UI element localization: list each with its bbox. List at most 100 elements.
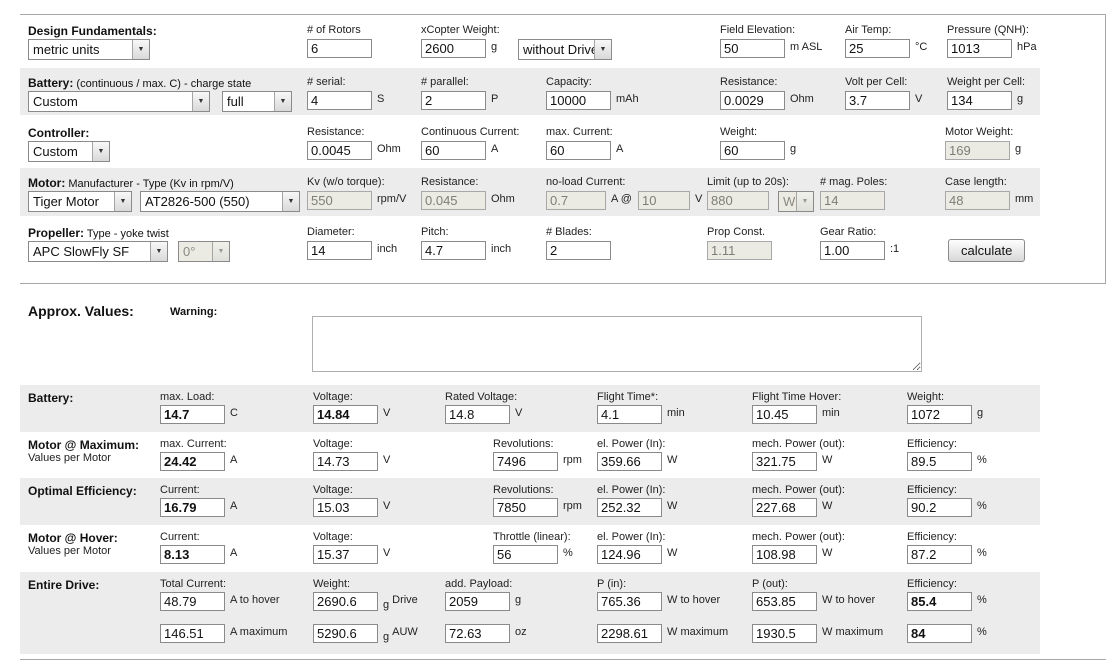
- motor-maximum-revolutions-value[interactable]: [493, 452, 558, 471]
- controller-weight-label: Weight:: [720, 126, 758, 138]
- calculate-button[interactable]: calculate: [948, 239, 1026, 262]
- controller-weight-input[interactable]: [720, 141, 785, 160]
- charge-state-select[interactable]: full ▼: [222, 91, 292, 112]
- motor-hover-el-power-in-value[interactable]: [597, 545, 662, 564]
- controller-max-current-unit: A: [616, 143, 624, 155]
- controller-max-current-input[interactable]: [546, 141, 611, 160]
- battery-resistance-input[interactable]: [720, 91, 785, 110]
- entire-drive-p-in-value-2[interactable]: [597, 624, 662, 643]
- motor-hover-el-power-in-label: el. Power (In):: [597, 531, 666, 543]
- right-divider: [1105, 14, 1106, 283]
- controller-title: Controller:: [28, 126, 89, 140]
- entire-drive-efficiency-value[interactable]: [907, 592, 972, 611]
- pressure-input[interactable]: [947, 39, 1012, 58]
- units-select[interactable]: metric units ▼: [28, 39, 150, 60]
- weight-per-cell-input[interactable]: [947, 91, 1012, 110]
- controller-resistance-input[interactable]: [307, 141, 372, 160]
- gear-ratio-input[interactable]: [820, 241, 885, 260]
- battery-result-voltage-value[interactable]: [313, 405, 378, 424]
- entire-drive-add-payload-label: add. Payload:: [445, 578, 513, 590]
- entire-drive-efficiency-value-2[interactable]: [907, 624, 972, 643]
- optimal-efficiency-voltage-value[interactable]: [313, 498, 378, 517]
- case-length-label: Case length:: [945, 176, 1007, 188]
- motor-manufacturer-select[interactable]: Tiger Motor ▼: [28, 191, 132, 212]
- drive-mode-select[interactable]: without Drive ▼: [518, 39, 612, 60]
- battery-result-max-load-value[interactable]: [160, 405, 225, 424]
- motor-kv-input: [307, 191, 372, 210]
- optimal-efficiency-efficiency-value[interactable]: [907, 498, 972, 517]
- entire-drive-total-current-value[interactable]: [160, 592, 225, 611]
- motor-type-select[interactable]: AT2826-500 (550) ▼: [140, 191, 300, 212]
- motor-limit-label: Limit (up to 20s):: [707, 176, 789, 188]
- entire-drive-p-out-value-2[interactable]: [752, 624, 817, 643]
- motor-hover-current-unit-text: A: [230, 547, 238, 559]
- controller-cont-current-input[interactable]: [421, 141, 486, 160]
- motor-hover-efficiency-value[interactable]: [907, 545, 972, 564]
- entire-drive-weight-unit: g Drive: [383, 594, 418, 611]
- air-temp-input[interactable]: [845, 39, 910, 58]
- entire-drive-add-payload-value-2[interactable]: [445, 624, 510, 643]
- motor-hover-title-text: Motor @ Hover:: [28, 531, 118, 545]
- optimal-efficiency-current-value[interactable]: [160, 498, 225, 517]
- limit-unit-select: W ▼: [778, 191, 814, 212]
- battery-result-max-load-unit: C: [230, 407, 238, 419]
- controller-select[interactable]: Custom ▼: [28, 141, 110, 162]
- entire-drive-p-out-value[interactable]: [752, 592, 817, 611]
- battery-type-select[interactable]: Custom ▼: [28, 91, 210, 112]
- entire-drive-p-out-unit-text-2: W maximum: [822, 626, 884, 638]
- optimal-efficiency-revolutions-value[interactable]: [493, 498, 558, 517]
- prop-pitch-input[interactable]: [421, 241, 486, 260]
- entire-drive-add-payload-value[interactable]: [445, 592, 510, 611]
- battery-parallel-input[interactable]: [421, 91, 486, 110]
- prop-blades-input[interactable]: [546, 241, 611, 260]
- motor-maximum-el-power-in-unit: W: [667, 454, 677, 466]
- motor-hover-current-value[interactable]: [160, 545, 225, 564]
- battery-result-flight-time-label: Flight Time*:: [597, 391, 659, 403]
- optimal-efficiency-mech-power-out-unit: W: [822, 500, 832, 512]
- motor-noload-current-input: [546, 191, 606, 210]
- battery-result-flight-time-value[interactable]: [597, 405, 662, 424]
- volt-per-cell-label: Volt per Cell:: [845, 76, 908, 88]
- optimal-efficiency-el-power-in-value[interactable]: [597, 498, 662, 517]
- battery-result-rated-voltage-value[interactable]: [445, 405, 510, 424]
- motor-hover-voltage-value[interactable]: [313, 545, 378, 564]
- entire-drive-total-current-value-2[interactable]: [160, 624, 225, 643]
- entire-drive-total-current-unit: A to hover: [230, 594, 280, 606]
- entire-drive-weight-value[interactable]: [313, 592, 378, 611]
- motor-maximum-mech-power-out-value[interactable]: [752, 452, 817, 471]
- warning-textarea[interactable]: [312, 316, 922, 372]
- motor-hover-throttle-value[interactable]: [493, 545, 558, 564]
- field-elevation-input[interactable]: [720, 39, 785, 58]
- entire-drive-add-payload-unit-text: g: [515, 594, 522, 606]
- battery-parallel-label: # parallel:: [421, 76, 469, 88]
- motor-maximum-voltage-unit-text: V: [383, 454, 391, 466]
- entire-drive-weight-value-2[interactable]: [313, 624, 378, 643]
- rotors-input[interactable]: [307, 39, 372, 58]
- battery-serial-input[interactable]: [307, 91, 372, 110]
- prop-diameter-input[interactable]: [307, 241, 372, 260]
- motor-hover-current-label: Current:: [160, 531, 200, 543]
- motor-maximum-voltage-value[interactable]: [313, 452, 378, 471]
- motor-weight-input: [945, 141, 1010, 160]
- battery-capacity-input[interactable]: [546, 91, 611, 110]
- optimal-efficiency-mech-power-out-value[interactable]: [752, 498, 817, 517]
- approx-values-title: Approx. Values:: [28, 303, 134, 319]
- battery-result-weight-value[interactable]: [907, 405, 972, 424]
- motor-manufacturer-select-value: Tiger Motor: [33, 194, 99, 209]
- chevron-down-icon: ▼: [282, 192, 299, 211]
- motor-maximum-el-power-in-value[interactable]: [597, 452, 662, 471]
- controller-resistance-label: Resistance:: [307, 126, 365, 138]
- motor-hover-mech-power-out-value[interactable]: [752, 545, 817, 564]
- volt-per-cell-input[interactable]: [845, 91, 910, 110]
- propeller-title-suffix: Type - yoke twist: [84, 228, 169, 240]
- units-select-value: metric units: [33, 42, 100, 57]
- motor-maximum-efficiency-value[interactable]: [907, 452, 972, 471]
- entire-drive-total-current-unit-2: A maximum: [230, 626, 287, 638]
- propeller-title: Propeller: Type - yoke twist: [28, 226, 169, 240]
- entire-drive-p-in-value[interactable]: [597, 592, 662, 611]
- propeller-type-select[interactable]: APC SlowFly SF ▼: [28, 241, 168, 262]
- entire-drive-weight-label: Weight:: [313, 578, 351, 590]
- xcopter-weight-input[interactable]: [421, 39, 486, 58]
- battery-result-flight-time-hover-value[interactable]: [752, 405, 817, 424]
- motor-maximum-max-current-value[interactable]: [160, 452, 225, 471]
